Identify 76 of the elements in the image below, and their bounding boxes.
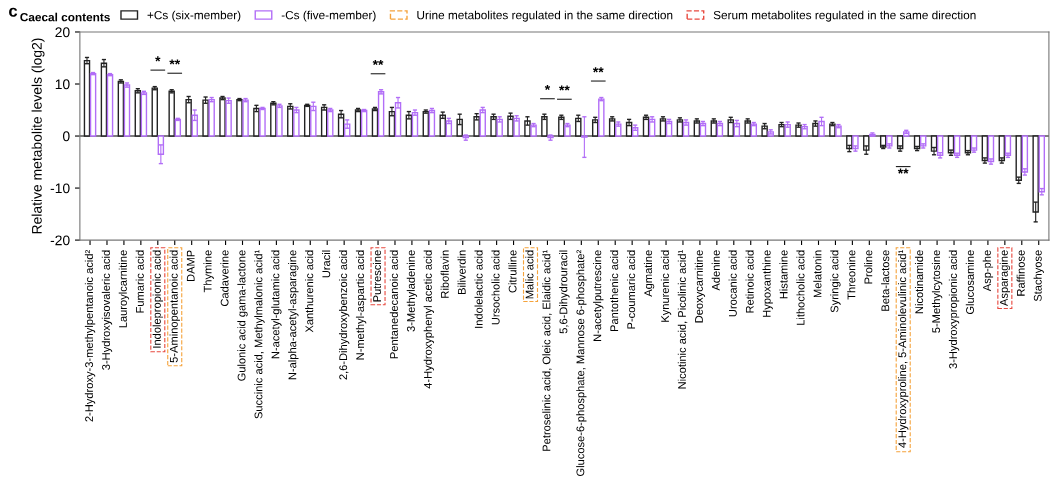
x-tick-label: 5-Aminopentanoic acid [169, 250, 180, 363]
y-tick-label: 0 [62, 131, 70, 142]
x-tick-label: Deoxycarnitine [694, 250, 706, 323]
x-tick-label: Asparagine [999, 250, 1011, 306]
annotation: ** [592, 67, 604, 73]
x-tick-label: 3-Methyladenine [406, 250, 418, 332]
x-tick-label: Histamine [779, 250, 788, 299]
y-tick-label: -10 [50, 183, 70, 194]
x-tick-label: Citrulline [508, 250, 517, 293]
x-tick-label: N-acetyl-glutamic acid [271, 250, 282, 359]
x-tick-label: Glucosamine [965, 250, 974, 315]
x-tick-label: P-coumaric acid [626, 250, 636, 329]
x-tick-label: Malic acid [525, 250, 534, 299]
text: Urine metabolites regulated in the same direction [417, 10, 673, 22]
x-tick-label: Pantothenic acid [610, 250, 619, 332]
y-tick-label: 20 [55, 27, 70, 38]
x-tick-label: Indolelactic acid [474, 250, 483, 328]
x-tick-label: Kynurenic acid [660, 250, 672, 322]
x-tick-label: N-methyl-aspartic acid [355, 250, 367, 360]
annotation: ** [897, 168, 909, 174]
annotation: * [544, 84, 551, 91]
x-tick-label: Fumaric acid [135, 250, 144, 313]
x-tick-label: Stachyose [1033, 250, 1044, 302]
x-tick-label: Nicotinic acid, Picolinic acid¹ [677, 250, 688, 389]
x-tick-label: Melatonin [813, 250, 822, 298]
x-tick-label: Putrescine [372, 250, 382, 302]
x-tick-label: Urocanic acid [728, 250, 737, 317]
legend-label: +Cs (six-member) [147, 10, 241, 22]
y-axis-title: Relative metabolite levels (log2) [31, 38, 45, 234]
x-tick-label: 4-Hydroxyproline, 5-Aminolevulinic acid¹ [898, 250, 909, 448]
y-tick-label: 10 [55, 79, 70, 90]
x-tick-label: 3-Hydroxyisovaleric acid [101, 250, 113, 370]
x-tick-label: Lithocholic acid [796, 250, 805, 325]
y-tick-label: -20 [50, 235, 70, 246]
x-tick-label: Beta-lactose [881, 250, 890, 311]
annotation: ** [372, 59, 384, 66]
x-tick-label: Syringic acid [830, 250, 841, 313]
x-tick-label: Petroselinic acid, Oleic acid, Elaidic acid¹ [542, 250, 552, 451]
x-tick-label: Hypoxanthine [762, 250, 773, 317]
x-tick-label: Riboflavin [440, 250, 449, 298]
x-tick-label: Uracil [322, 250, 331, 278]
x-tick-label: Lauroylcarnitine [118, 250, 130, 328]
x-tick-label: Gulonic acid gama-lactone [237, 250, 248, 381]
x-tick-label: Indolepropionic acid [152, 250, 163, 348]
x-tick-label: Proline [864, 250, 873, 284]
x-tick-label: Biliverdin [457, 250, 466, 294]
legend-title: Caecal contents [20, 12, 110, 22]
x-tick-label: Agmatine [643, 250, 655, 297]
x-tick-label: Retinoic acid [745, 250, 754, 313]
x-tick-label: 2,6-Dihydroxybenzoic acid [338, 250, 350, 380]
x-tick-label: 5,6-Dihydrouracil [559, 250, 570, 334]
x-tick-label: 2-Hydroxy-3-methylpentanoic acid² [84, 250, 96, 422]
x-tick-label: Succinic acid, Methylmalonic acid¹ [254, 250, 265, 419]
x-tick-label: Raffinose [1016, 250, 1025, 296]
x-tick-label: Xanthurenic acid [305, 250, 314, 333]
x-tick-label: Nicotinamide [914, 250, 924, 314]
x-tick-label: Thymine [203, 250, 214, 293]
annotation: * [155, 56, 161, 62]
annotation: ** [559, 85, 570, 91]
legend-label: -Cs (five-member) [281, 10, 376, 22]
x-tick-label: N-alpha-acetyl-asparagine [288, 250, 299, 380]
x-tick-label: DAMP [186, 250, 195, 282]
x-tick-label: Pentanedecanoic acid [389, 250, 398, 359]
x-tick-label: 5-Methylcytosine [931, 250, 943, 333]
x-tick-label: Asp-phe [982, 250, 994, 292]
text: Serum metabolites regulated in the same direction [713, 10, 976, 22]
annotation: ** [169, 59, 181, 65]
x-tick-label: 4-Hydroxyphenyl acetic acid [423, 250, 435, 389]
x-tick-label: Threonine [847, 250, 856, 300]
x-tick-label: Cadaverine [220, 250, 229, 307]
x-tick-label: 3-Hydroxypropionic acid [948, 250, 960, 369]
text: c [9, 7, 18, 17]
x-tick-label: Ursocholic acid [491, 250, 500, 325]
x-tick-label: N-acetylputrescine [593, 250, 604, 341]
x-tick-label: Adenine [711, 250, 720, 291]
x-tick-label: Glucose-6-phosphate, Mannose 6-phosphate² [576, 250, 587, 476]
